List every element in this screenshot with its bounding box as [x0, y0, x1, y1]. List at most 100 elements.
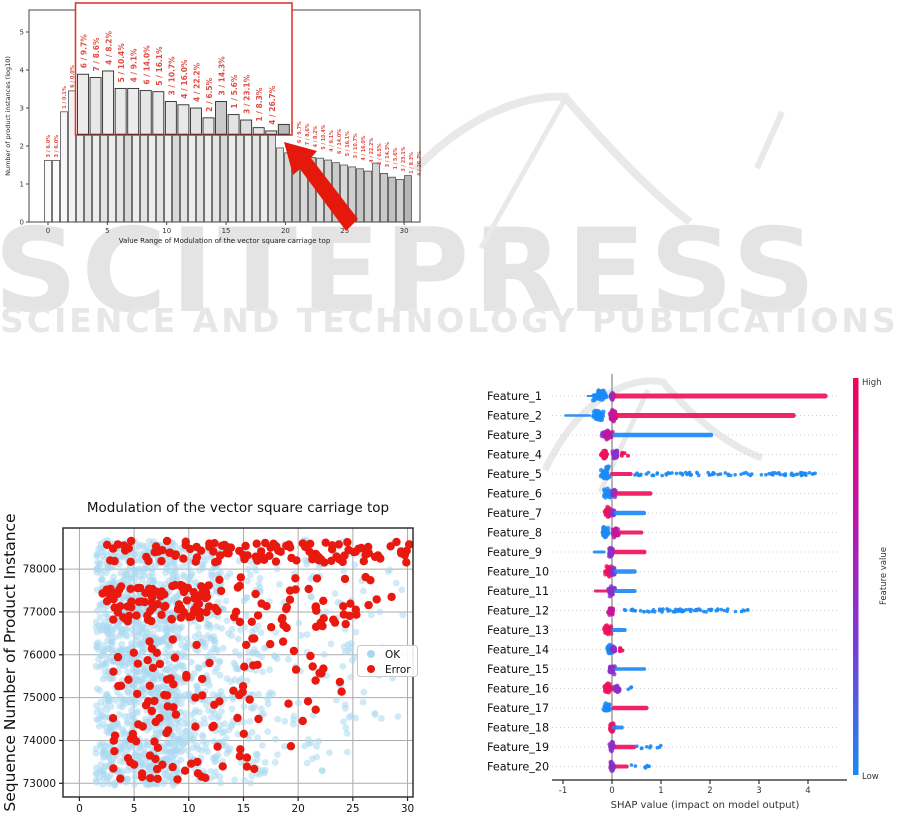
svg-text:25: 25	[346, 803, 359, 815]
svg-text:77000: 77000	[23, 606, 56, 618]
svg-text:3: 3	[756, 786, 761, 796]
svg-text:1: 1	[658, 786, 663, 796]
svg-text:Feature_3: Feature_3	[487, 429, 542, 442]
scatter-panel: 0 5 10 15 20 25 30 73000 74000 75000 76000 77000 780…	[1, 500, 418, 815]
svg-text:0: 0	[76, 803, 83, 815]
svg-text:20: 20	[281, 227, 290, 235]
svg-text:Feature_11: Feature_11	[487, 585, 549, 598]
svg-text:Feature_1: Feature_1	[487, 390, 542, 403]
svg-text:5 / 16.1%: 5 / 16.1%	[155, 46, 164, 86]
svg-text:4 / 26.7%: 4 / 26.7%	[268, 85, 277, 125]
svg-text:Feature_7: Feature_7	[487, 507, 542, 520]
svg-text:3 / 14.3%: 3 / 14.3%	[218, 56, 227, 96]
svg-text:7 / 8.6%: 7 / 8.6%	[305, 123, 311, 145]
svg-text:Feature_6: Feature_6	[487, 488, 542, 501]
svg-text:4 / 16.0%: 4 / 16.0%	[180, 59, 189, 99]
svg-text:5 / 16.1%: 5 / 16.1%	[345, 131, 351, 156]
svg-text:4 / 9.1%: 4 / 9.1%	[329, 130, 335, 152]
svg-text:3 / 6.0%: 3 / 6.0%	[54, 135, 60, 158]
svg-text:0: 0	[20, 219, 24, 227]
shap-panel: Feature_1 Feature_2 Feature_3 Feature_4 Feat…	[487, 374, 889, 811]
svg-text:-1: -1	[559, 786, 567, 796]
svg-text:Feature_14: Feature_14	[487, 644, 549, 657]
svg-text:4: 4	[20, 67, 25, 75]
svg-text:0: 0	[609, 786, 614, 796]
svg-text:15: 15	[222, 227, 231, 235]
watermark-brand: SCITEPRESS	[0, 204, 820, 339]
svg-text:Number of product instances (l: Number of product instances (log10)	[4, 56, 12, 176]
svg-text:Modulation of the vector squar: Modulation of the vector square carriage…	[87, 500, 389, 516]
svg-text:10: 10	[182, 803, 195, 815]
svg-text:0: 0	[46, 227, 50, 235]
svg-text:2 / 6.5%: 2 / 6.5%	[377, 143, 383, 165]
svg-text:5 / 10.4%: 5 / 10.4%	[117, 43, 126, 83]
histogram-panel: 3 / 6.0% 3 / 6.0% 1 / 0.1%6 / 0.0% 6 / 9.7%…	[4, 2, 423, 245]
svg-text:Feature_4: Feature_4	[487, 449, 542, 462]
svg-text:2: 2	[20, 143, 24, 151]
svg-text:High: High	[862, 378, 882, 388]
svg-text:Feature_18: Feature_18	[487, 722, 549, 735]
svg-text:1 / 5.6%: 1 / 5.6%	[230, 74, 239, 108]
svg-text:74000: 74000	[23, 735, 56, 747]
svg-text:15: 15	[237, 803, 250, 815]
watermark-tagline: SCIENCE AND TECHNOLOGY PUBLICATIONS	[0, 301, 899, 340]
svg-text:Feature_16: Feature_16	[487, 683, 549, 696]
svg-text:4 / 16.0%: 4 / 16.0%	[361, 135, 367, 160]
svg-text:4 / 22.2%: 4 / 22.2%	[192, 62, 201, 102]
svg-text:6 / 14.0%: 6 / 14.0%	[142, 45, 151, 85]
svg-text:4 / 8.2%: 4 / 8.2%	[105, 31, 114, 65]
svg-text:Feature_12: Feature_12	[487, 605, 549, 618]
svg-text:1: 1	[20, 181, 24, 189]
svg-text:7 / 8.6%: 7 / 8.6%	[92, 37, 101, 71]
svg-text:Feature_5: Feature_5	[487, 468, 542, 481]
svg-text:1 / 8.3%: 1 / 8.3%	[409, 152, 415, 174]
svg-text:5: 5	[131, 803, 138, 815]
svg-text:1 / 8.3%: 1 / 8.3%	[255, 87, 264, 121]
svg-text:6 / 0.0%: 6 / 0.0%	[70, 65, 76, 88]
svg-text:Feature_20: Feature_20	[487, 761, 549, 774]
svg-text:Feature_17: Feature_17	[487, 702, 549, 715]
svg-text:75000: 75000	[23, 692, 56, 704]
svg-text:Feature_9: Feature_9	[487, 546, 542, 559]
svg-text:78000: 78000	[23, 564, 56, 576]
svg-text:Error: Error	[385, 664, 411, 676]
svg-text:Feature value: Feature value	[879, 547, 889, 605]
svg-text:4: 4	[805, 786, 810, 796]
svg-text:Feature_13: Feature_13	[487, 624, 549, 637]
svg-text:25: 25	[340, 227, 349, 235]
svg-text:Value Range of Modulation of t: Value Range of Modulation of the vector …	[119, 237, 331, 245]
svg-text:4 / 9.1%: 4 / 9.1%	[130, 48, 139, 82]
svg-text:6 / 9.7%: 6 / 9.7%	[80, 34, 89, 68]
svg-text:Low: Low	[862, 772, 879, 782]
svg-text:76000: 76000	[23, 649, 56, 661]
svg-text:5: 5	[20, 29, 24, 37]
svg-text:Feature_2: Feature_2	[487, 410, 542, 423]
svg-text:3 / 23.1%: 3 / 23.1%	[401, 146, 407, 171]
svg-text:3 / 6.0%: 3 / 6.0%	[46, 135, 52, 158]
svg-text:6 / 9.7%: 6 / 9.7%	[297, 121, 303, 143]
svg-text:4 / 8.2%: 4 / 8.2%	[313, 125, 319, 147]
svg-text:1 / 5.6%: 1 / 5.6%	[393, 147, 399, 169]
svg-text:3: 3	[20, 105, 24, 113]
svg-text:Feature_10: Feature_10	[487, 566, 549, 579]
svg-text:30: 30	[401, 803, 414, 815]
svg-text:5: 5	[105, 227, 109, 235]
svg-text:3 / 10.7%: 3 / 10.7%	[167, 56, 176, 96]
svg-text:73000: 73000	[23, 778, 56, 790]
svg-text:1 / 0.1%: 1 / 0.1%	[62, 86, 68, 109]
svg-text:SHAP value (impact on model ou: SHAP value (impact on model output)	[611, 800, 800, 811]
svg-text:Feature_19: Feature_19	[487, 741, 549, 754]
svg-text:3 / 23.1%: 3 / 23.1%	[243, 74, 252, 114]
svg-text:6 / 14.0%: 6 / 14.0%	[337, 129, 343, 154]
svg-text:20: 20	[291, 803, 304, 815]
svg-text:2: 2	[707, 786, 712, 796]
svg-text:4 / 22.2%: 4 / 22.2%	[369, 138, 375, 163]
svg-text:5 / 10.4%: 5 / 10.4%	[321, 124, 327, 149]
svg-text:OK: OK	[385, 649, 401, 661]
svg-text:2 / 6.5%: 2 / 6.5%	[205, 77, 214, 111]
svg-text:Feature_8: Feature_8	[487, 527, 542, 540]
svg-text:30: 30	[400, 227, 409, 235]
svg-text:Sequence Number of Product Ins: Sequence Number of Product Instance	[1, 513, 19, 811]
svg-text:3 / 14.3%: 3 / 14.3%	[385, 142, 391, 167]
